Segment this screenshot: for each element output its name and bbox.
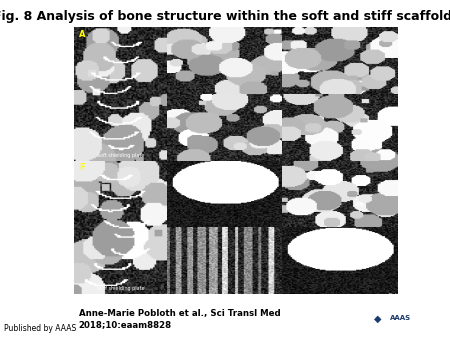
Text: Fig. 8 Analysis of bone structure within the soft and stiff scaffold.: Fig. 8 Analysis of bone structure within… bbox=[0, 10, 450, 23]
Text: Published by AAAS: Published by AAAS bbox=[4, 324, 77, 333]
Text: Stiff shielding plate: Stiff shielding plate bbox=[97, 286, 144, 291]
Bar bbox=[74, 27, 398, 294]
Text: Science: Science bbox=[388, 293, 413, 298]
Text: Soft shielding plate: Soft shielding plate bbox=[97, 153, 144, 158]
Text: A: A bbox=[79, 30, 86, 39]
Text: AAAS: AAAS bbox=[390, 315, 411, 321]
Text: Translational: Translational bbox=[372, 301, 429, 310]
Text: F: F bbox=[79, 163, 85, 172]
Text: Anne-Marie Pobloth et al., Sci Transl Med
2018;10:eaam8828: Anne-Marie Pobloth et al., Sci Transl Me… bbox=[79, 309, 280, 329]
Bar bbox=[360, 315, 441, 324]
Text: ◆: ◆ bbox=[374, 313, 382, 323]
Text: Medicine: Medicine bbox=[381, 308, 420, 317]
